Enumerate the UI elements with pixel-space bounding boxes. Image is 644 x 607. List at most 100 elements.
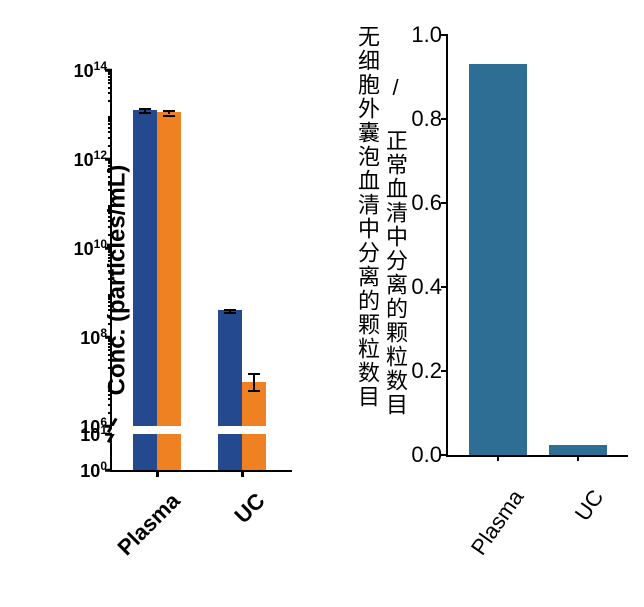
left-yminor-tick (108, 160, 112, 162)
left-ytick-label: 100 (80, 460, 107, 480)
left-yminor-tick (108, 315, 112, 317)
left-errorbar-cap (248, 373, 260, 375)
left-break-band (112, 426, 292, 434)
right-ylabel-line1: 无细胞外囊泡血清中分离的颗粒数目 (356, 25, 378, 409)
left-yminor-tick (108, 349, 112, 351)
left-chart: Conc. (particles/mL) 1061081010101210141… (0, 60, 320, 500)
left-yminor-tick (108, 127, 112, 129)
left-yminor-tick (108, 76, 112, 78)
left-errorbar-cap (224, 309, 236, 311)
left-plot-area: 106108101010121014100101PlasmaUC (110, 70, 292, 472)
left-yminor-tick (108, 340, 112, 342)
left-ytick-label: 1010 (74, 238, 107, 258)
left-yminor-tick (108, 294, 112, 296)
left-yminor-tick (108, 343, 112, 345)
left-xtick-mark (156, 470, 159, 477)
right-ylabel-line2: / 正常血清中分离的颗粒数目 (384, 75, 406, 417)
left-yminor-tick (108, 216, 112, 218)
left-yminor-tick (108, 305, 112, 307)
left-yminor-tick (108, 116, 112, 118)
page: Conc. (particles/mL) 1061081010101210141… (0, 0, 644, 607)
left-errorbar-cap (139, 112, 151, 114)
left-errorbar (253, 373, 255, 391)
right-xtick-mark (577, 455, 579, 461)
left-yminor-tick (108, 296, 112, 298)
left-yminor-tick (108, 220, 112, 222)
right-ytick-label: 0.2 (411, 358, 442, 384)
right-ytick-label: 1.0 (411, 22, 442, 48)
left-ytick-label: 1014 (74, 60, 107, 80)
left-yminor-tick (108, 249, 112, 251)
right-plot-area: 0.00.20.40.60.81.0PlasmaUC (446, 35, 628, 457)
left-errorbar-cap (139, 108, 151, 110)
right-ytick-mark (441, 34, 448, 36)
left-yminor-tick (108, 265, 112, 267)
left-yminor-tick (108, 212, 112, 214)
left-yminor-tick (108, 145, 112, 147)
left-yminor-tick (108, 207, 112, 209)
left-yminor-tick (108, 209, 112, 211)
left-yminor-tick (108, 82, 112, 84)
left-yminor-tick (108, 383, 112, 385)
left-yminor-tick (108, 234, 112, 236)
left-yminor-tick (108, 278, 112, 280)
left-yminor-tick (108, 79, 112, 81)
left-yminor-tick (108, 181, 112, 183)
left-yminor-tick (108, 73, 112, 75)
left-yminor-tick (108, 254, 112, 256)
left-yminor-tick (108, 118, 112, 120)
left-yminor-tick (108, 131, 112, 133)
left-xtick-label: Plasma (110, 488, 185, 563)
left-yminor-tick (108, 171, 112, 173)
left-yminor-tick (108, 168, 112, 170)
left-yminor-tick (108, 270, 112, 272)
left-yminor-tick (108, 385, 112, 387)
right-ytick-label: 0.4 (411, 274, 442, 300)
left-yminor-tick (108, 226, 112, 228)
left-yminor-tick (108, 338, 112, 340)
right-ytick-label: 0.6 (411, 190, 442, 216)
left-yminor-tick (108, 205, 112, 207)
left-yminor-tick (108, 390, 112, 392)
left-xtick-mark (241, 470, 244, 477)
right-ytick-mark (441, 202, 448, 204)
left-yminor-tick (108, 100, 112, 102)
left-yminor-tick (108, 301, 112, 303)
left-yminor-tick (108, 257, 112, 259)
left-ytick-label: 108 (80, 327, 107, 347)
right-bar (469, 64, 527, 455)
left-bar (218, 310, 242, 470)
left-yminor-tick (108, 398, 112, 400)
left-yminor-tick (108, 394, 112, 396)
left-yminor-tick (108, 87, 112, 89)
left-bar (133, 110, 157, 470)
left-errorbar-cap (163, 110, 175, 112)
left-yminor-tick (108, 120, 112, 122)
left-yminor-tick (108, 92, 112, 94)
left-ytick-label: 1012 (74, 149, 107, 169)
left-bar (157, 112, 181, 470)
left-errorbar-cap (224, 312, 236, 314)
left-yminor-tick (108, 189, 112, 191)
left-ytick-mark (105, 469, 112, 472)
left-yminor-tick (108, 354, 112, 356)
left-yminor-tick (108, 165, 112, 167)
right-xtick-mark (497, 455, 499, 461)
left-yminor-tick (108, 367, 112, 369)
right-ytick-mark (441, 118, 448, 120)
left-yminor-tick (108, 251, 112, 253)
left-yminor-tick (108, 323, 112, 325)
left-xtick-label: UC (195, 488, 270, 563)
right-ytick-mark (441, 370, 448, 372)
left-yminor-tick (108, 123, 112, 125)
right-ytick-label: 0.8 (411, 106, 442, 132)
left-ytick-label: 101 (80, 424, 107, 444)
left-errorbar-cap (248, 390, 260, 392)
left-yminor-tick (108, 309, 112, 311)
left-yminor-tick (108, 137, 112, 139)
left-yminor-tick (108, 412, 112, 414)
left-yminor-tick (108, 71, 112, 73)
left-yminor-tick (108, 346, 112, 348)
right-bar (549, 445, 607, 456)
left-yminor-tick (108, 176, 112, 178)
